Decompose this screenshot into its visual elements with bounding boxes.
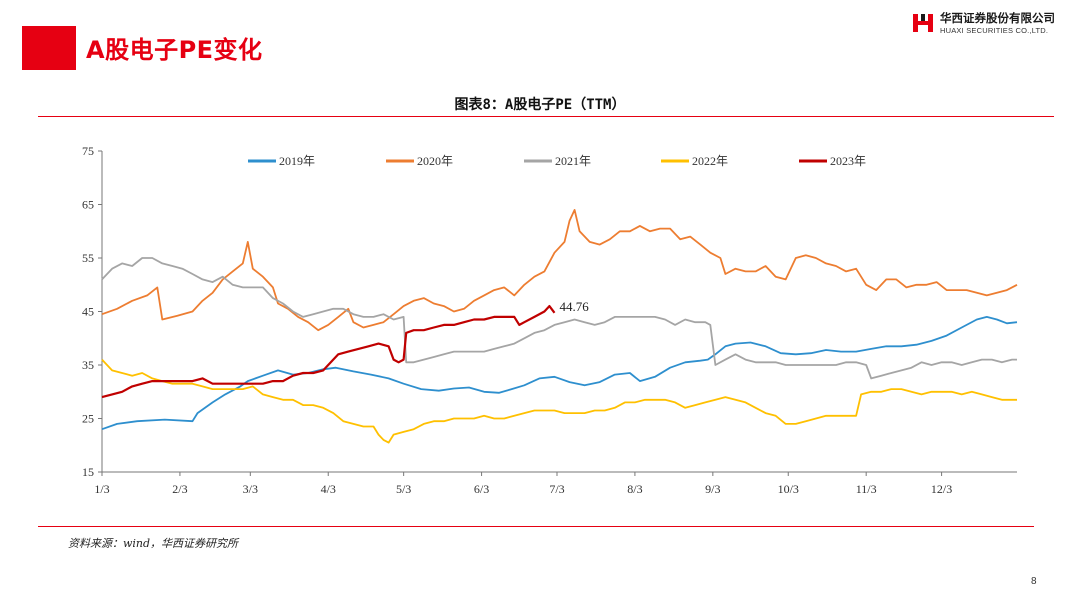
series-line-2023 bbox=[101, 305, 556, 399]
legend-label: 2021年 bbox=[555, 154, 591, 168]
y-tick-label: 45 bbox=[82, 305, 94, 319]
top-divider bbox=[38, 116, 1054, 117]
series-line-2020 bbox=[101, 208, 1018, 332]
title-banner bbox=[22, 26, 76, 70]
x-tick-label: 5/3 bbox=[396, 482, 411, 496]
series-line-2019 bbox=[101, 315, 1018, 431]
x-tick-label: 3/3 bbox=[243, 482, 258, 496]
x-tick-label: 11/3 bbox=[856, 482, 877, 496]
x-tick-label: 12/3 bbox=[931, 482, 952, 496]
source-note: 资料来源：wind，华西证券研究所 bbox=[68, 537, 239, 550]
logo-chinese-name: 华西证券股份有限公司 bbox=[940, 11, 1055, 25]
slide-title: A股电子PE变化 bbox=[86, 36, 263, 64]
last-value-label: 44.76 bbox=[559, 299, 589, 314]
series-line-2021 bbox=[101, 257, 1017, 380]
x-tick-label: 2/3 bbox=[172, 482, 187, 496]
series-line-2022 bbox=[101, 358, 1017, 444]
company-logo: 华西证券股份有限公司 HUAXI SECURITIES CO.,LTD. bbox=[912, 10, 1072, 40]
x-tick-label: 6/3 bbox=[474, 482, 489, 496]
legend-label: 2022年 bbox=[692, 154, 728, 168]
legend-label: 2019年 bbox=[279, 154, 315, 168]
x-tick-label: 8/3 bbox=[627, 482, 642, 496]
y-tick-label: 25 bbox=[82, 412, 94, 426]
y-tick-label: 15 bbox=[82, 465, 94, 479]
x-tick-label: 7/3 bbox=[549, 482, 564, 496]
bottom-divider bbox=[38, 526, 1034, 527]
x-tick-label: 1/3 bbox=[94, 482, 109, 496]
chart-title: 图表8：A股电子PE（TTM） bbox=[454, 97, 626, 113]
huaxi-logo-icon bbox=[913, 14, 933, 32]
legend-label: 2020年 bbox=[417, 154, 453, 168]
legend-label: 2023年 bbox=[830, 154, 866, 168]
x-tick-label: 10/3 bbox=[778, 482, 799, 496]
y-tick-label: 65 bbox=[82, 198, 94, 212]
page-number: 8 bbox=[1031, 576, 1037, 587]
y-tick-label: 75 bbox=[82, 144, 94, 158]
x-tick-label: 9/3 bbox=[705, 482, 720, 496]
y-tick-label: 55 bbox=[82, 251, 94, 265]
logo-english-name: HUAXI SECURITIES CO.,LTD. bbox=[940, 26, 1049, 35]
x-tick-label: 4/3 bbox=[321, 482, 336, 496]
y-tick-label: 35 bbox=[82, 358, 94, 372]
